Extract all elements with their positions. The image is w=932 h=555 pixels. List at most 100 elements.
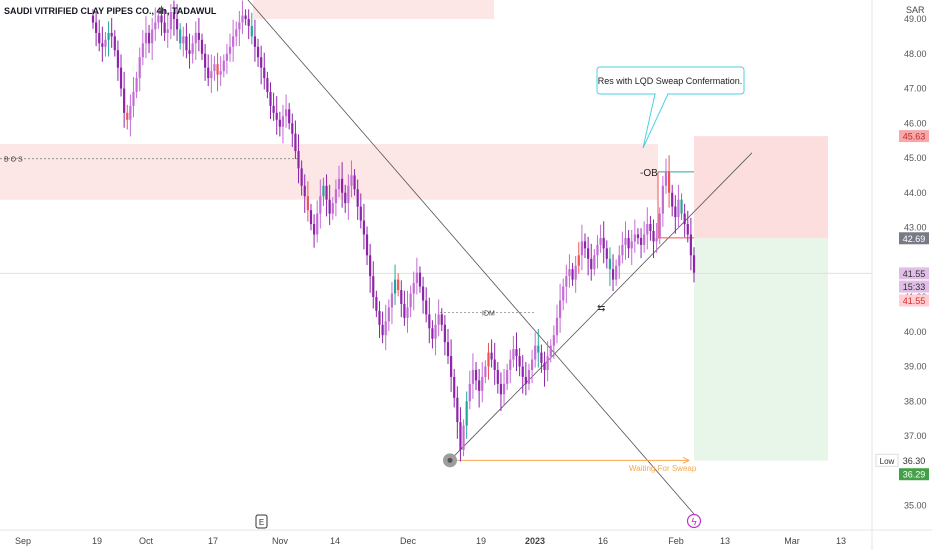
- candle-body: [406, 307, 409, 318]
- candle-body: [568, 269, 571, 277]
- candle-body: [487, 352, 490, 367]
- x-tick-label: Dec: [400, 536, 417, 546]
- candle-body: [425, 300, 428, 315]
- price-badge-label: 42.69: [903, 234, 926, 244]
- candle: [602, 221, 605, 264]
- candle: [565, 264, 568, 304]
- candle-body: [322, 185, 325, 197]
- candle-body: [450, 356, 453, 377]
- candle-body: [119, 67, 123, 89]
- candle: [241, 0, 244, 34]
- candle: [425, 287, 428, 323]
- x-tick-label: Nov: [272, 536, 289, 546]
- candle: [689, 217, 692, 271]
- candle: [319, 179, 322, 229]
- candle-body: [216, 64, 219, 75]
- candle-body: [356, 189, 359, 207]
- callout-box: Res with LQD Sweap Confermation.: [596, 66, 745, 149]
- candle-body: [636, 234, 640, 238]
- x-tick-label: 13: [836, 536, 846, 546]
- candle: [232, 19, 235, 62]
- candle-body: [590, 258, 593, 270]
- candle: [481, 361, 484, 403]
- callout-pointer: [642, 93, 669, 149]
- lightning-icon: ϟ: [686, 513, 702, 529]
- candle: [521, 355, 524, 394]
- double-arrow-icon: ⇆: [597, 303, 605, 314]
- candle: [680, 193, 683, 220]
- candle-body: [207, 67, 210, 79]
- candle-body: [228, 46, 232, 54]
- candle: [119, 54, 123, 97]
- candle-body: [478, 380, 481, 391]
- candle: [580, 224, 583, 271]
- y-tick-label: 46.00: [904, 118, 927, 128]
- candle: [587, 236, 590, 276]
- candle-body: [502, 383, 506, 395]
- candle-body: [437, 314, 440, 325]
- candle: [493, 342, 496, 385]
- candle: [543, 351, 546, 387]
- candle: [331, 196, 334, 220]
- bos-label: B O S: [4, 157, 23, 164]
- candle-body: [116, 50, 120, 68]
- candle: [253, 19, 257, 62]
- candle-body: [677, 199, 680, 218]
- candle-body: [291, 123, 294, 134]
- candle-body: [671, 192, 674, 207]
- candle: [107, 21, 110, 57]
- candle: [141, 30, 144, 66]
- price-badge-bg: [899, 280, 929, 293]
- candle: [537, 328, 540, 368]
- candle: [325, 174, 328, 217]
- candle: [636, 228, 640, 245]
- candle: [291, 113, 294, 147]
- candle-body: [269, 91, 272, 106]
- candle: [135, 71, 138, 99]
- candle-body: [643, 234, 646, 245]
- candle: [658, 207, 661, 245]
- candle-body: [378, 310, 381, 325]
- candle: [182, 26, 185, 57]
- candle: [175, 4, 179, 41]
- candle: [95, 12, 98, 47]
- candle: [356, 179, 359, 220]
- x-tick-label: 17: [208, 536, 218, 546]
- candle-body: [618, 255, 621, 266]
- candle-body: [493, 359, 496, 370]
- candle: [194, 21, 197, 61]
- candle-body: [521, 366, 524, 377]
- candle-body: [154, 22, 157, 30]
- currency-label: SAR: [906, 5, 925, 15]
- candle: [163, 9, 166, 41]
- candle: [403, 290, 406, 326]
- candle: [611, 254, 615, 292]
- candle-body: [210, 71, 213, 79]
- candle: [540, 344, 543, 373]
- candle: [599, 224, 602, 253]
- candle: [222, 54, 225, 78]
- candle: [294, 120, 297, 160]
- candle-body: [571, 269, 574, 280]
- candle-body: [253, 36, 257, 47]
- candle-body: [409, 293, 412, 308]
- candle-body: [194, 32, 197, 44]
- candle-body: [222, 60, 225, 72]
- price-badge-bg: [899, 294, 929, 307]
- candle: [297, 134, 300, 184]
- candle-body: [658, 213, 661, 238]
- candle: [605, 240, 608, 269]
- y-tick-label: 38.00: [904, 396, 927, 406]
- candle-body: [126, 112, 129, 120]
- candle-body: [546, 356, 549, 370]
- x-tick-label: Oct: [139, 536, 154, 546]
- candle-body: [390, 293, 394, 308]
- candle: [126, 104, 129, 130]
- candle-body: [387, 307, 390, 322]
- candle-body: [440, 314, 443, 325]
- drawing-lines-layer: [0, 0, 872, 515]
- candle: [443, 315, 446, 356]
- candle: [630, 229, 633, 266]
- lightning-glyph: ϟ: [691, 517, 697, 528]
